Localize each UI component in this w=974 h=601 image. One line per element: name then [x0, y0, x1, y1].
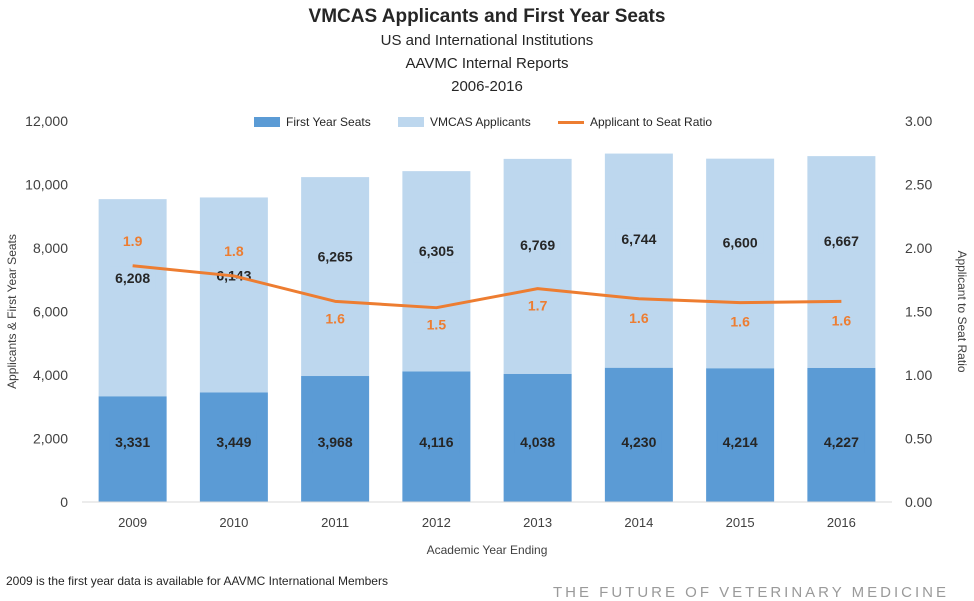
legend-item-vmcas-applicants: VMCAS Applicants — [398, 115, 531, 129]
y2-axis-label: Applicant to Seat Ratio — [955, 250, 969, 372]
legend-swatch-vmcas-applicants — [398, 117, 424, 127]
data-label-first-year-seats: 4,038 — [520, 434, 555, 450]
data-label-first-year-seats-bg — [210, 431, 257, 453]
data-label-ratio: 1.6 — [325, 310, 345, 326]
x-tick-label: 2015 — [726, 515, 755, 530]
bar-vmcas-applicants — [503, 158, 572, 374]
x-tick-label: 2016 — [827, 515, 856, 530]
data-label-first-year-seats: 4,214 — [723, 434, 758, 450]
x-tick-label: 2009 — [118, 515, 147, 530]
y-axis-label: Applicants & First Year Seats — [5, 234, 19, 389]
bar-vmcas-applicants — [199, 197, 268, 393]
legend-swatch-ratio — [558, 120, 584, 124]
data-label-vmcas-applicants-bg — [615, 228, 662, 251]
x-tick-label: 2011 — [321, 515, 349, 530]
y2-tick-label: 2.50 — [905, 177, 932, 193]
data-label-ratio: 1.6 — [832, 312, 852, 328]
data-label-vmcas-applicants-bg — [413, 240, 460, 263]
data-label-ratio: 1.9 — [123, 233, 143, 249]
y-tick-label: 4,000 — [33, 367, 68, 383]
legend-item-ratio: Applicant to Seat Ratio — [558, 115, 712, 129]
y-tick-label: 2,000 — [33, 431, 68, 447]
data-label-vmcas-applicants: 6,265 — [318, 249, 353, 265]
data-label-first-year-seats-bg — [413, 431, 460, 453]
footnote: 2009 is the first year data is available… — [6, 574, 388, 588]
bar-vmcas-applicants — [706, 158, 775, 369]
data-label-ratio: 1.6 — [629, 310, 649, 326]
y-tick-label: 6,000 — [33, 304, 68, 320]
chart-subtitle-2: AAVMC Internal Reports — [405, 55, 569, 72]
chart-subtitle-3: 2006-2016 — [451, 78, 523, 95]
x-tick-label: 2014 — [624, 515, 653, 530]
watermark-text: THE FUTURE OF VETERINARY MEDICINE — [553, 584, 949, 601]
bar-vmcas-applicants — [301, 177, 370, 377]
y2-tick-label: 1.00 — [905, 367, 932, 383]
data-label-first-year-seats-bg — [312, 431, 359, 453]
data-label-ratio: 1.7 — [528, 298, 548, 314]
data-label-first-year-seats: 4,116 — [419, 434, 453, 450]
data-label-ratio: 1.6 — [730, 314, 750, 330]
data-label-first-year-seats: 3,331 — [115, 434, 150, 450]
data-label-vmcas-applicants-bg — [818, 229, 865, 252]
data-label-first-year-seats: 3,968 — [318, 434, 353, 450]
legend-swatch-first-year-seats — [254, 117, 280, 127]
y-tick-label: 12,000 — [25, 113, 68, 129]
data-label-vmcas-applicants: 6,208 — [115, 270, 150, 286]
data-label-first-year-seats-bg — [109, 431, 156, 453]
data-label-ratio: 1.8 — [224, 243, 244, 259]
y2-tick-label: 3.00 — [905, 113, 932, 129]
legend-label-vmcas-applicants: VMCAS Applicants — [430, 115, 531, 129]
legend-item-first-year-seats: First Year Seats — [254, 115, 371, 129]
y2-tick-label: 2.00 — [905, 240, 932, 256]
data-label-first-year-seats-bg — [818, 431, 865, 453]
bar-vmcas-applicants — [604, 153, 673, 368]
data-label-first-year-seats: 3,449 — [216, 434, 251, 450]
data-label-first-year-seats-bg — [615, 431, 662, 453]
data-label-first-year-seats: 4,230 — [621, 434, 656, 450]
y2-tick-label: 0.00 — [905, 494, 932, 510]
data-label-vmcas-applicants-bg — [109, 266, 156, 289]
legend-label-first-year-seats: First Year Seats — [286, 115, 371, 129]
x-axis-label: Academic Year Ending — [427, 543, 548, 557]
y-tick-label: 10,000 — [25, 177, 68, 193]
legend-label-ratio: Applicant to Seat Ratio — [590, 115, 713, 129]
data-label-first-year-seats-bg — [717, 431, 764, 453]
data-label-first-year-seats: 4,227 — [824, 434, 859, 450]
data-label-vmcas-applicants-bg — [717, 231, 764, 254]
chart-subtitle-1: US and International Institutions — [380, 32, 594, 49]
bar-vmcas-applicants — [98, 199, 167, 397]
y-tick-label: 8,000 — [33, 240, 68, 256]
data-label-vmcas-applicants: 6,305 — [419, 243, 454, 259]
y2-tick-label: 0.50 — [905, 431, 932, 447]
y-tick-label: 0 — [60, 494, 68, 510]
bar-vmcas-applicants — [807, 156, 876, 368]
data-label-ratio: 1.5 — [427, 317, 447, 333]
data-label-vmcas-applicants: 6,667 — [824, 233, 859, 249]
x-tick-label: 2010 — [219, 515, 248, 530]
data-label-first-year-seats-bg — [514, 431, 561, 453]
data-label-vmcas-applicants: 6,600 — [723, 234, 758, 250]
x-tick-label: 2012 — [422, 515, 451, 530]
y2-tick-label: 1.50 — [905, 304, 932, 320]
line-applicant-to-seat-ratio — [132, 264, 842, 310]
data-label-vmcas-applicants-bg — [312, 245, 359, 268]
data-label-vmcas-applicants: 6,744 — [621, 231, 656, 247]
data-label-vmcas-applicants-bg — [514, 233, 561, 256]
bar-vmcas-applicants — [402, 171, 471, 372]
chart-title: VMCAS Applicants and First Year Seats — [308, 6, 666, 27]
x-tick-label: 2013 — [523, 515, 552, 530]
data-label-vmcas-applicants: 6,769 — [520, 237, 555, 253]
